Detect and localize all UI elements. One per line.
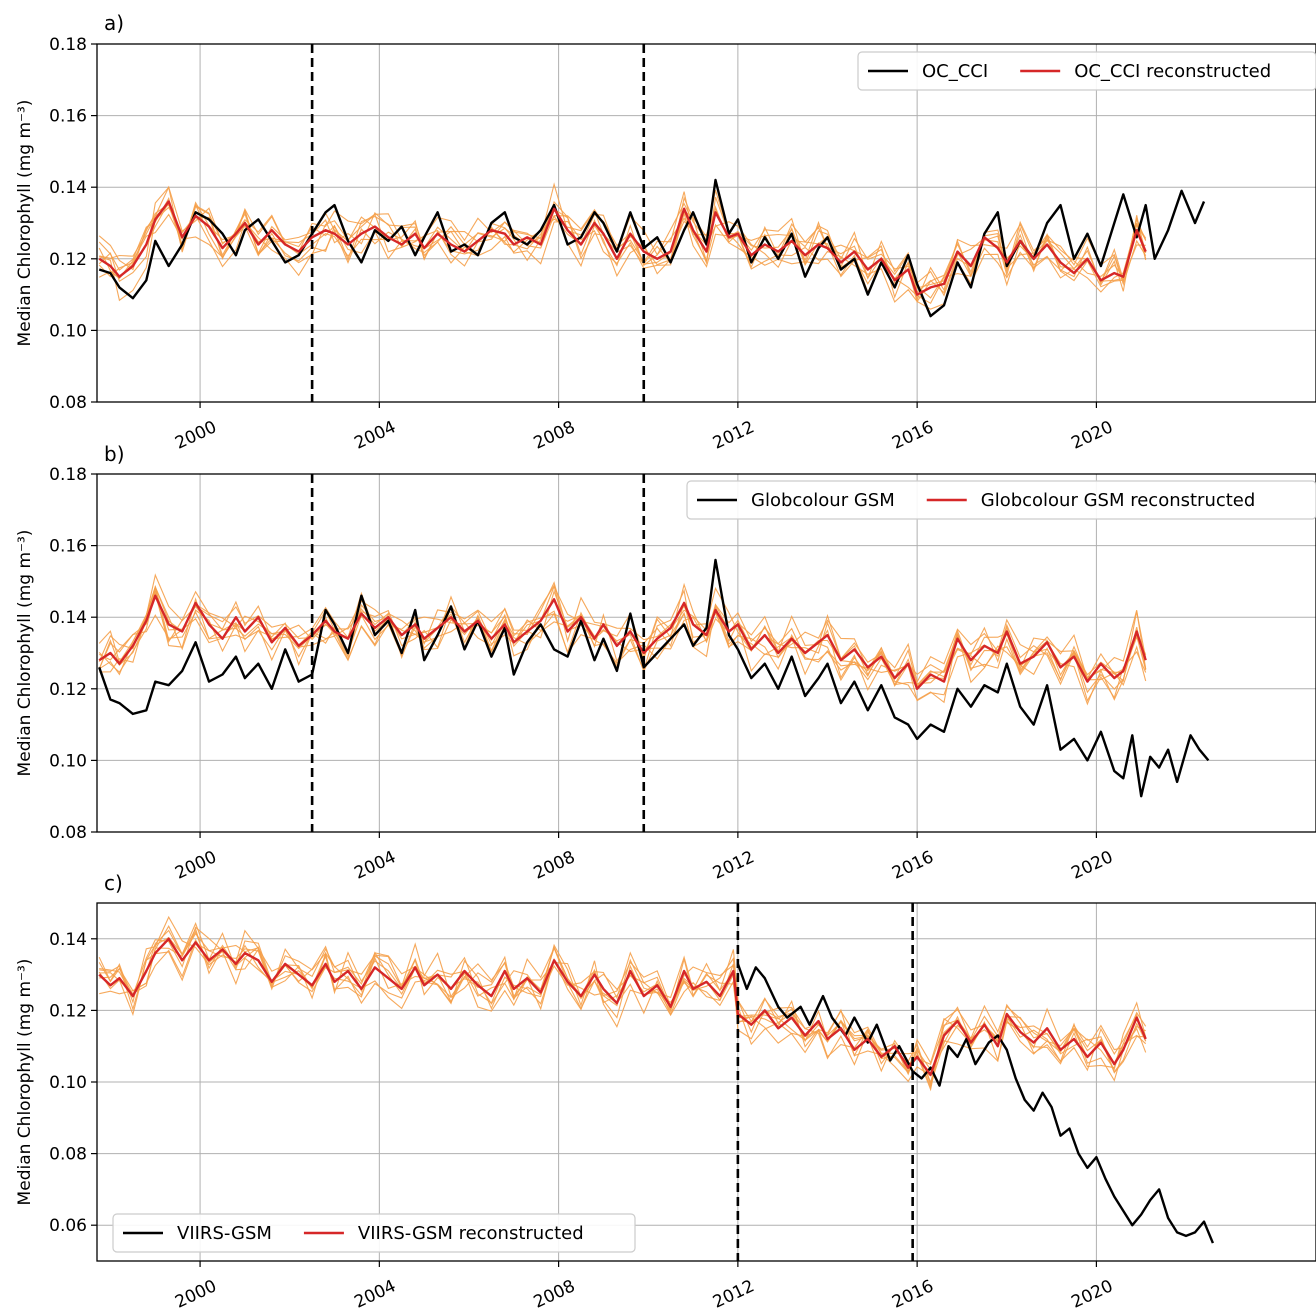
legend: VIIRS-GSM VIIRS-GSM reconstructed xyxy=(112,1213,636,1253)
series-line-reconstructed xyxy=(98,200,1147,296)
x-tick-label: 2012 xyxy=(710,847,758,883)
y-tick-label: 0.14 xyxy=(49,608,87,628)
legend: OC_CCI OC_CCI reconstructed xyxy=(857,51,1316,91)
ensemble-line xyxy=(98,196,1147,299)
y-tick-label: 0.12 xyxy=(49,1001,87,1021)
legend-entry: VIIRS-GSM xyxy=(177,1223,272,1244)
panel-label: a) xyxy=(104,11,124,35)
series-line-observed xyxy=(736,963,1215,1244)
x-tick-label: 2012 xyxy=(710,417,758,453)
series-line-reconstructed xyxy=(98,594,1147,690)
y-tick-label: 0.10 xyxy=(49,321,87,341)
grid xyxy=(97,903,1316,1261)
legend-entry: Globcolour GSM reconstructed xyxy=(981,490,1256,511)
x-tick-label: 2016 xyxy=(889,417,937,453)
x-tick-label: 2000 xyxy=(172,1276,220,1312)
y-tick-label: 0.18 xyxy=(49,465,87,485)
series-line-reconstructed xyxy=(98,937,1147,1076)
ensemble-line xyxy=(99,929,1146,1087)
panel-label: b) xyxy=(104,442,125,466)
x-tick-label: 2004 xyxy=(351,847,399,883)
y-tick-label: 0.16 xyxy=(49,537,87,557)
y-axis-label: Median Chlorophyll (mg m⁻³) xyxy=(15,100,35,347)
legend-entry: OC_CCI reconstructed xyxy=(1074,61,1271,82)
panel-b: 0.08 0.10 0.12 0.14 0.16 0.18 2000 2004 2008 2012… xyxy=(15,442,1316,884)
panel-c: 0.06 0.08 0.10 0.12 0.14 2000 2004 2008 2012 2016… xyxy=(15,871,1316,1313)
legend-entry: Globcolour GSM xyxy=(751,490,895,511)
x-tick-label: 2000 xyxy=(172,847,220,883)
x-tick-label: 2020 xyxy=(1068,847,1116,883)
y-tick-label: 0.08 xyxy=(49,393,87,413)
ensemble-line xyxy=(98,588,1147,686)
legend-entry: VIIRS-GSM reconstructed xyxy=(358,1223,584,1244)
ensemble-line xyxy=(98,589,1147,703)
series-line-observed xyxy=(98,558,1210,798)
ensemble-members xyxy=(98,915,1147,1092)
x-tick-label: 2012 xyxy=(710,1276,758,1312)
ensemble-line xyxy=(98,925,1147,1085)
y-axis-label: Median Chlorophyll (mg m⁻³) xyxy=(15,530,35,777)
y-tick-label: 0.08 xyxy=(49,1145,87,1165)
y-tick-label: 0.06 xyxy=(49,1216,87,1236)
x-tick-label: 2016 xyxy=(889,1276,937,1312)
legend-box xyxy=(686,480,1316,520)
y-tick-label: 0.16 xyxy=(49,107,87,127)
panel-label: c) xyxy=(104,871,123,895)
x-tick-label: 2004 xyxy=(351,417,399,453)
grid xyxy=(97,473,1316,833)
y-axis-label: Median Chlorophyll (mg m⁻³) xyxy=(15,959,35,1206)
y-tick-label: 0.12 xyxy=(49,680,87,700)
legend-box xyxy=(112,1213,636,1253)
y-tick-label: 0.18 xyxy=(49,35,87,55)
x-tick-label: 2000 xyxy=(172,417,220,453)
y-tick-label: 0.14 xyxy=(49,930,87,950)
y-tick-label: 0.14 xyxy=(49,178,87,198)
ensemble-line xyxy=(98,196,1147,294)
axes-frame xyxy=(96,473,1316,833)
x-tick-label: 2008 xyxy=(531,1276,579,1312)
x-tick-label: 2020 xyxy=(1068,417,1116,453)
ensemble-line xyxy=(98,942,1146,1076)
panel-a: 0.08 0.10 0.12 0.14 0.16 0.18 2000 2004 2008 2012… xyxy=(15,11,1316,454)
ensemble-line xyxy=(98,585,1147,686)
x-tick-label: 2020 xyxy=(1068,1276,1116,1312)
x-tick-label: 2008 xyxy=(531,847,579,883)
legend: Globcolour GSM Globcolour GSM reconstruct… xyxy=(686,480,1316,520)
y-tick-label: 0.08 xyxy=(49,823,87,843)
ensemble-line xyxy=(98,573,1147,688)
y-tick-label: 0.10 xyxy=(49,1073,87,1093)
legend-box xyxy=(857,51,1316,91)
x-tick-label: 2004 xyxy=(351,1276,399,1312)
legend-entry: OC_CCI xyxy=(922,61,988,82)
x-tick-label: 2016 xyxy=(889,847,937,883)
y-tick-label: 0.10 xyxy=(49,751,87,771)
x-tick-label: 2008 xyxy=(531,417,579,453)
y-tick-label: 0.12 xyxy=(49,250,87,270)
axes-frame xyxy=(96,43,1316,403)
